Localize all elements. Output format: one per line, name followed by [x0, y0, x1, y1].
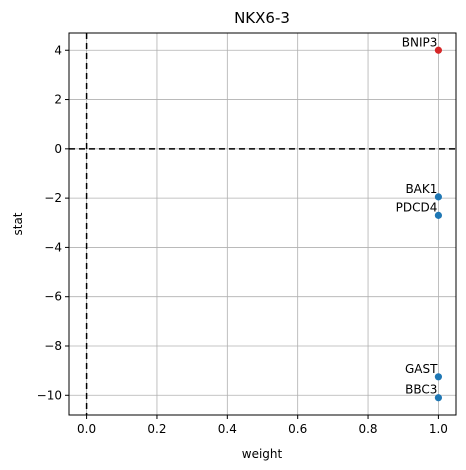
x-tick-label: 0.4 — [218, 422, 237, 436]
y-tick-label: −10 — [37, 388, 62, 402]
y-tick-label: −8 — [44, 339, 62, 353]
plot-frame — [68, 32, 457, 416]
y-tick-label: 4 — [54, 43, 62, 57]
x-tick-label: 0.0 — [77, 422, 96, 436]
x-tick-label: 0.8 — [358, 422, 377, 436]
y-tick-label: −2 — [44, 191, 62, 205]
point-label: PDCD4 — [396, 200, 438, 214]
y-axis-label: stat — [11, 212, 25, 235]
scatter-point — [434, 373, 443, 381]
y-ticks: −10 −8 −6 −4 −2 0 2 4 — [37, 43, 69, 402]
point-label: BBC3 — [405, 383, 437, 397]
reference-lines — [69, 33, 456, 415]
scatter-point — [434, 46, 443, 54]
x-axis-label: weight — [242, 447, 283, 461]
y-tick-label: 2 — [54, 93, 62, 107]
chart-title: NKX6-3 — [234, 9, 290, 27]
x-tick-label: 0.6 — [288, 422, 307, 436]
data-points: BNIP3 BAK1 PDCD4 GAST BBC3 — [396, 35, 443, 402]
point-label: BNIP3 — [402, 35, 438, 49]
y-tick-label: −4 — [44, 240, 62, 254]
y-tick-label: −6 — [44, 290, 62, 304]
scatter-point — [434, 211, 443, 219]
point-label: BAK1 — [405, 182, 437, 196]
x-ticks: 0.0 0.2 0.4 0.6 0.8 1.0 — [77, 415, 448, 436]
x-tick-label: 0.2 — [147, 422, 166, 436]
scatter-point — [434, 193, 443, 201]
y-tick-label: 0 — [54, 142, 62, 156]
x-tick-label: 1.0 — [429, 422, 448, 436]
point-label: GAST — [405, 362, 438, 376]
scatter-point — [434, 394, 443, 402]
